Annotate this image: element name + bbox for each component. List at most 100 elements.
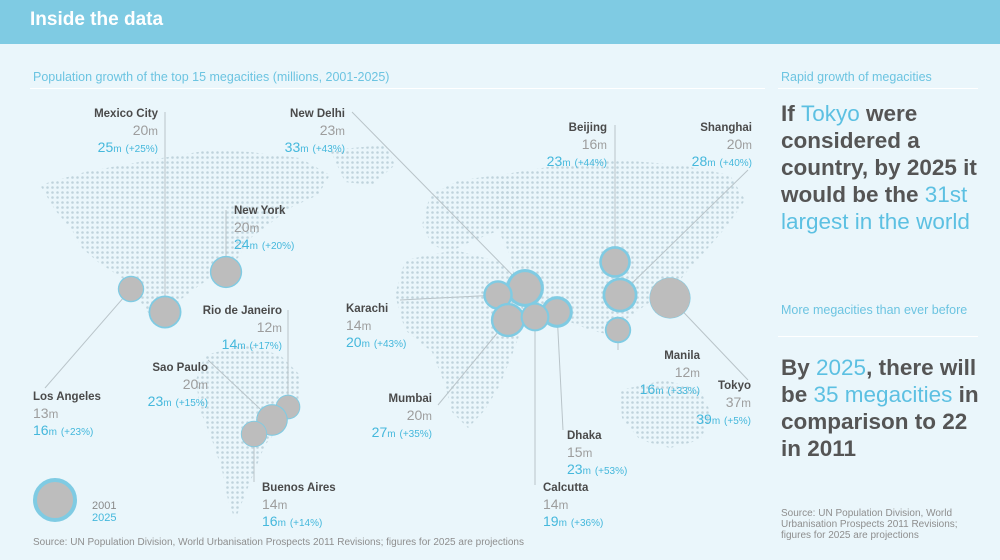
city-label-beijing: Beijing 16m 23m (+44%) [500, 122, 607, 170]
city-label-mexico-city: Mexico City 20m 25m (+25%) [40, 108, 158, 156]
city-pop-2025: 24m (+20%) [234, 235, 295, 252]
legend-2001: 2001 [92, 500, 117, 512]
city-pop-2001: 12m [256, 318, 282, 335]
bubble-2001-los-angeles [119, 277, 143, 301]
bubble-2001-tokyo [649, 277, 691, 319]
megacities-fact: By 2025, there will be 35 megacities in … [781, 355, 979, 461]
city-name: New Delhi [290, 108, 345, 120]
city-name: Karachi [346, 303, 389, 315]
city-pop-2025: 23m (+53%) [567, 460, 628, 477]
city-pop-2025: 25m (+25%) [97, 138, 158, 155]
city-label-los-angeles: Los Angeles 13m 16m (+23%) [33, 391, 101, 439]
greenland-shape [330, 145, 395, 185]
city-pop-2001: 23m [319, 121, 345, 138]
city-label-mumbai: Mumbai 20m 27m (+35%) [330, 393, 432, 441]
page-title: Inside the data [30, 9, 164, 30]
city-pop-2025: 39m (+5%) [696, 410, 751, 427]
city-pop-2001: 14m [543, 495, 569, 512]
city-pop-2001: 20m [726, 135, 752, 152]
city-label-shanghai: Shanghai 20m 28m (+40%) [640, 122, 752, 170]
city-label-buenos-aires: Buenos Aires 14m 16m (+14%) [262, 482, 336, 530]
city-pop-2025: 16m (+14%) [262, 512, 323, 529]
leader-line-new-delhi [351, 111, 526, 289]
city-pop-2001: 20m [234, 218, 260, 235]
city-pop-2001: 37m [725, 393, 751, 410]
city-pop-2001: 14m [346, 316, 372, 333]
bubble-2001-calcutta [522, 304, 548, 330]
europe-shape [422, 175, 520, 252]
city-pop-2001: 14m [262, 495, 288, 512]
city-name: Shanghai [700, 122, 752, 134]
bubble-2001-new-york [211, 257, 241, 287]
city-name: Buenos Aires [262, 482, 336, 494]
city-bubbles [117, 246, 691, 448]
city-pop-2025: 33m (+43%) [284, 138, 345, 155]
city-name: Tokyo [717, 380, 751, 392]
legend-bubble [33, 478, 77, 522]
city-name: Los Angeles [33, 391, 101, 403]
city-label-dhaka: Dhaka 15m 23m (+53%) [567, 430, 627, 478]
city-name: Mumbai [388, 393, 432, 405]
city-label-new-delhi: New Delhi 23m 33m (+43%) [230, 108, 345, 156]
city-name: Calcutta [543, 482, 589, 494]
city-label-sao-paulo: Sao Paulo 20m 23m (+15%) [110, 362, 208, 410]
legend-bubbles [33, 478, 77, 522]
bubble-2001-manila [606, 318, 630, 342]
city-pop-2025: 19m (+36%) [543, 512, 604, 529]
bubble-2001-karachi [485, 282, 511, 308]
city-label-calcutta: Calcutta 14m 19m (+36%) [543, 482, 603, 530]
city-name: Mexico City [94, 108, 158, 120]
legend: 2001 2025 [92, 500, 116, 524]
leader-line-karachi [399, 294, 499, 301]
city-pop-2001: 16m [581, 135, 607, 152]
bubble-2001-beijing [601, 248, 629, 276]
city-name: Beijing [568, 122, 607, 134]
bubble-2001-buenos-aires [241, 421, 267, 447]
city-pop-2025: 23m (+15%) [147, 392, 208, 409]
city-pop-2025: 28m (+40%) [691, 152, 752, 169]
city-name: Dhaka [567, 430, 602, 442]
leader-line-dhaka [556, 311, 564, 431]
city-pop-2025: 14m (+17%) [221, 335, 282, 352]
city-pop-2001: 20m [132, 121, 158, 138]
sidebar-source: Source: UN Population Division, World Ur… [781, 508, 958, 541]
leader-line-los-angeles [44, 288, 132, 389]
sidebar-title-rule [778, 88, 978, 89]
city-name: Rio de Janeiro [202, 305, 282, 317]
city-pop-2001: 20m [182, 375, 208, 392]
city-pop-2001: 20m [406, 406, 432, 423]
tokyo-fact: If Tokyo were considered a country, by 2… [781, 101, 977, 234]
megacities-subtitle: More megacities than ever before [781, 303, 968, 317]
legend-2025: 2025 [92, 512, 117, 524]
bubble-2001-dhaka [544, 299, 570, 325]
city-name: New York [234, 205, 286, 217]
leader-line-mumbai [437, 319, 509, 406]
header-bar: Inside the data [0, 0, 1000, 44]
city-name: Sao Paulo [152, 362, 208, 374]
leader-line-shanghai [619, 169, 749, 296]
map-title-rule [30, 88, 765, 89]
city-pop-2001: 12m [674, 363, 700, 380]
australia-shape [620, 380, 712, 448]
city-label-rio-de-janeiro: Rio de Janeiro 12m 14m (+17%) [170, 305, 282, 353]
city-pop-2025: 16m (+33%) [639, 380, 700, 397]
bubble-2001-mexico-city [150, 297, 180, 327]
city-pop-2025: 23m (+44%) [546, 152, 607, 169]
sidebar-title: Rapid growth of megacities [781, 70, 932, 84]
city-pop-2025: 27m (+35%) [371, 423, 432, 440]
city-name: Manila [664, 350, 700, 362]
city-pop-2001: 15m [567, 443, 593, 460]
city-label-new-york: New York 20m 24m (+20%) [234, 205, 294, 253]
bubble-2001-new-delhi [509, 272, 541, 304]
north-america-shape [40, 150, 330, 320]
leader-lines [44, 111, 749, 485]
city-label-karachi: Karachi 14m 20m (+43%) [346, 303, 406, 351]
city-label-manila: Manila 12m 16m (+33%) [600, 350, 700, 398]
city-label-tokyo: Tokyo 37m 39m (+5%) [665, 380, 751, 428]
map-title: Population growth of the top 15 megaciti… [33, 70, 390, 84]
bubble-2001-shanghai [605, 280, 635, 310]
city-pop-2025: 20m (+43%) [346, 333, 407, 350]
sidebar-sub-rule [778, 336, 978, 337]
city-pop-2001: 13m [33, 404, 59, 421]
